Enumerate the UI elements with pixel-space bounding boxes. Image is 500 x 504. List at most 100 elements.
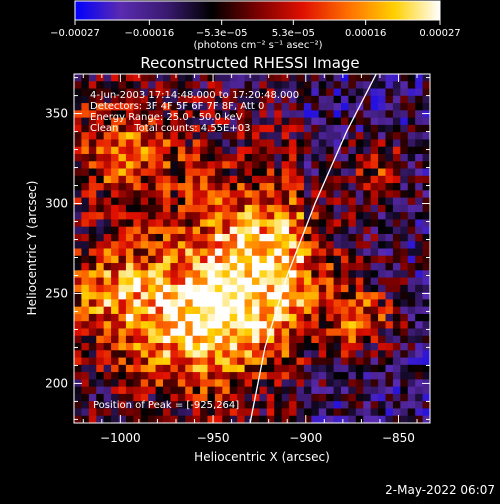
heatmap-cell [400,350,409,359]
heatmap-cell [81,284,90,293]
heatmap-cell [252,132,261,141]
heatmap-cell [348,335,357,344]
heatmap-cell [385,408,394,417]
heatmap-cell [370,197,379,206]
heatmap-cell [74,153,83,162]
heatmap-cell [303,328,312,337]
heatmap-cell [407,357,416,366]
heatmap-cell [170,335,179,344]
heatmap-cell [355,415,364,423]
heatmap-cell [177,146,186,155]
heatmap-cell [118,415,127,423]
heatmap-cell [177,350,186,359]
heatmap-cell [333,81,342,90]
heatmap-cell [103,197,112,206]
heatmap-cell [378,212,387,221]
heatmap-cell [170,226,179,235]
heatmap-cell [259,408,268,417]
heatmap-cell [311,95,320,104]
heatmap-cell [222,95,231,104]
heatmap-cell [392,204,401,213]
heatmap-cell [400,132,409,141]
heatmap-cell [133,124,142,133]
heatmap-cell [192,408,201,417]
heatmap-cell [177,408,186,417]
heatmap-cell [103,415,112,423]
heatmap-cell [289,335,298,344]
heatmap-cell [74,88,83,97]
heatmap-cell [118,401,127,410]
heatmap-cell [103,321,112,330]
heatmap-cell [296,321,305,330]
heatmap-cell [111,263,120,271]
heatmap-cell [81,393,90,402]
heatmap-cell [214,95,223,104]
heatmap-cell [177,175,186,184]
heatmap-cell [407,393,416,402]
heatmap-cell [207,241,216,250]
heatmap-cell [185,386,194,395]
heatmap-cell [103,386,112,395]
heatmap-cell [378,81,387,90]
heatmap-cell [266,284,275,293]
heatmap-cell [318,248,327,257]
heatmap-cell [326,372,335,380]
heatmap-cell [222,292,231,300]
heatmap-cell [214,124,223,133]
heatmap-cell [111,284,120,293]
heatmap-cell [266,132,275,141]
heatmap-cell [378,408,387,417]
heatmap-cell [363,219,372,228]
heatmap-cell [363,350,372,359]
heatmap-cell [118,248,127,257]
heatmap-cell [318,379,327,388]
heatmap-cell [103,183,112,191]
heatmap-cell [326,343,335,351]
heatmap-cell [96,74,105,82]
heatmap-cell [266,328,275,337]
heatmap-cell [303,248,312,257]
heatmap-cell [385,168,394,177]
generated-timestamp: 2-May-2022 06:07 [385,483,495,497]
heatmap-cell [252,248,261,257]
heatmap-cell [148,212,157,221]
heatmap-cell [422,284,430,293]
heatmap-cell [185,393,194,402]
heatmap-cell [103,343,112,351]
annotation-peak-position: Position of Peak = [-925,264] [93,400,239,411]
heatmap-cell [170,408,179,417]
heatmap-cell [318,343,327,351]
heatmap-cell [274,292,283,300]
heatmap-cell [311,124,320,133]
heatmap-cell [363,175,372,184]
heatmap-cell [378,233,387,242]
heatmap-cell [266,190,275,199]
heatmap-cell [229,372,238,380]
heatmap-cell [326,379,335,388]
heatmap-cell [422,241,430,250]
heatmap-cell [103,357,112,366]
heatmap-cell [378,313,387,322]
heatmap-cell [88,81,97,90]
heatmap-cell [341,183,350,191]
heatmap-cell [311,233,320,242]
heatmap-cell [177,401,186,410]
heatmap-cell [318,241,327,250]
heatmap-cell [370,284,379,293]
heatmap-cell [185,81,194,90]
heatmap-cell [348,328,357,337]
heatmap-cell [214,153,223,162]
heatmap-cell [274,408,283,417]
heatmap-cell [118,277,127,286]
heatmap-cell [155,233,164,242]
heatmap-cell [170,183,179,191]
heatmap-cell [148,306,157,315]
heatmap-cell [148,241,157,250]
heatmap-cell [296,393,305,402]
heatmap-cell [244,168,253,177]
heatmap-cell [103,219,112,228]
heatmap-cell [266,197,275,206]
heatmap-cell [274,110,283,119]
heatmap-cell [111,103,120,111]
heatmap-cell [266,277,275,286]
